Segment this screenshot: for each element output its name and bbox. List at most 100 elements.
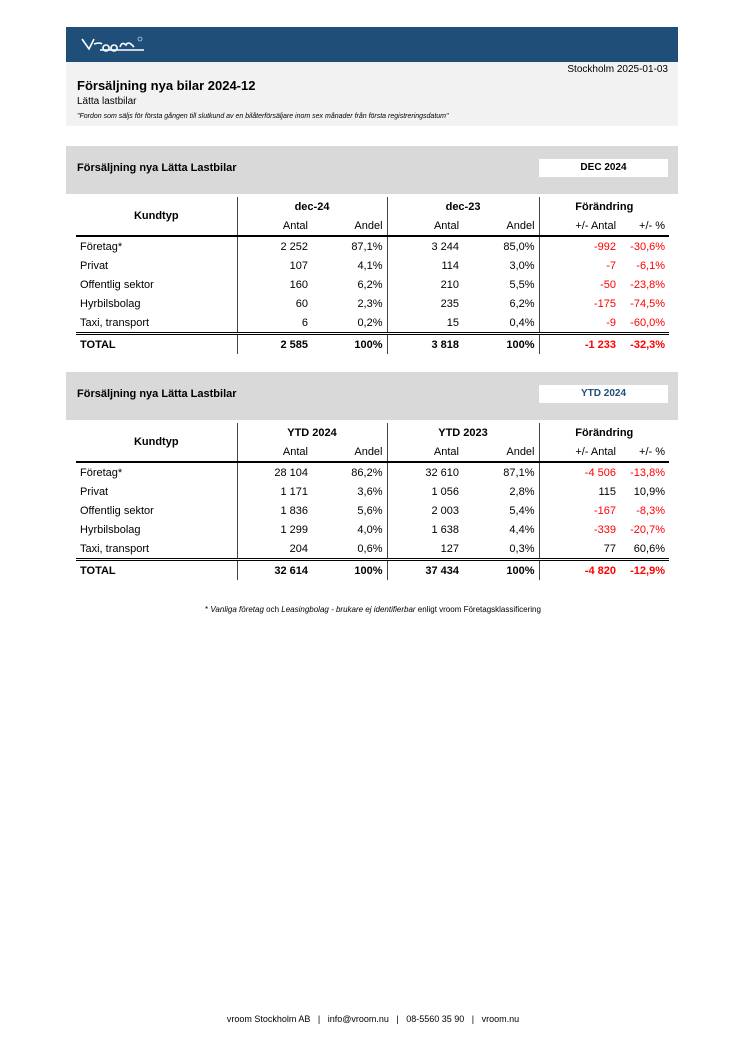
cell: 114 — [386, 256, 464, 275]
cell: 4,4% — [509, 523, 535, 536]
row-label: Hyrbilsbolag — [80, 523, 141, 536]
report-intro: Stockholm 2025-01-03 Försäljning nya bil… — [66, 62, 678, 126]
cell: 100% — [463, 558, 539, 580]
table-row: Privat 107 4,1% 114 3,0% -7 -6,1% — [76, 256, 669, 275]
cell: 127 — [386, 539, 463, 560]
table-row: Privat 1 171 3,6% 1 056 2,8% 115 10,9% — [76, 482, 669, 501]
cell: 1 638 — [386, 520, 463, 539]
cell: 100% — [312, 558, 387, 580]
cell: 4,0% — [357, 523, 383, 536]
cell: 60,6% — [633, 542, 665, 555]
cell: -32,3% — [620, 332, 670, 354]
subheader: +/- Antal — [538, 442, 620, 463]
row-label: Privat — [80, 259, 109, 272]
cell: 2,3% — [357, 297, 383, 310]
cell: 87,1% — [351, 240, 383, 253]
row-label: Offentlig sektor — [80, 504, 154, 517]
cell: -30,6% — [630, 240, 666, 253]
cell: 6,2% — [509, 297, 535, 310]
vroom-logo — [81, 36, 144, 52]
cell: 28 104 — [236, 462, 312, 482]
cell: 5,5% — [509, 278, 535, 291]
row-label: Företag* — [80, 466, 123, 479]
table-row: Taxi, transport 6 0,2% 15 0,4% -9 -60,0% — [76, 313, 669, 334]
cell: 2 252 — [236, 236, 312, 256]
cell: 1 836 — [236, 501, 312, 520]
column-header-period1: dec-24 — [236, 197, 388, 216]
cell: -60,0% — [630, 316, 666, 329]
subheader: Andel — [312, 442, 387, 463]
subheader: +/- % — [620, 442, 669, 463]
cell: 160 — [236, 275, 312, 294]
subheader: Antal — [236, 442, 312, 463]
cell: 107 — [236, 256, 312, 275]
table-row: Företag* 28 104 86,2% 32 610 87,1% -4 506 -13,… — [76, 462, 669, 482]
subheader: Antal — [386, 216, 464, 237]
cell: -7 — [538, 256, 621, 275]
cell: 204 — [236, 539, 312, 560]
cell: 60 — [236, 294, 312, 313]
cell: 0,4% — [509, 316, 535, 329]
table-row: Offentlig sektor 160 6,2% 210 5,5% -50 -23,8% — [76, 275, 669, 294]
definition-note: "Fordon som säljs för första gången till… — [77, 113, 449, 120]
report-date: Stockholm 2025-01-03 — [567, 64, 668, 75]
cell: -8,3% — [636, 504, 665, 517]
cell: 77 — [538, 539, 620, 560]
cell: 5,6% — [357, 504, 383, 517]
cell: -4 820 — [538, 558, 620, 580]
column-header-kundtyp: Kundtyp — [76, 197, 237, 237]
table-row: Taxi, transport 204 0,6% 127 0,3% 77 60,6% — [76, 539, 669, 560]
subheader: Antal — [386, 442, 463, 463]
cell: 0,6% — [357, 542, 383, 555]
cell: 5,4% — [509, 504, 535, 517]
page-title: Försäljning nya bilar 2024-12 — [77, 78, 256, 93]
page-subtitle: Lätta lastbilar — [77, 96, 137, 107]
subheader: Antal — [236, 216, 312, 237]
row-label: Hyrbilsbolag — [80, 297, 141, 310]
row-label: Företag* — [80, 240, 123, 253]
cell: 6,2% — [357, 278, 383, 291]
cell: -992 — [538, 236, 621, 256]
cell: 235 — [386, 294, 464, 313]
cell: 32 610 — [386, 462, 463, 482]
footnote-d: enligt vroom Företagsklassificering — [415, 605, 541, 614]
cell: -175 — [538, 294, 621, 313]
cell: 1 299 — [236, 520, 312, 539]
column-header-change: Förändring — [538, 423, 669, 442]
column-header-period2: dec-23 — [386, 197, 540, 216]
column-header-period2: YTD 2023 — [386, 423, 539, 442]
cell: 86,2% — [351, 466, 383, 479]
section-title: Försäljning nya Lätta Lastbilar — [77, 162, 237, 174]
subheader: Andel — [463, 216, 540, 237]
cell: 1 171 — [236, 482, 312, 501]
cell: 87,1% — [503, 466, 535, 479]
cell: 15 — [386, 313, 464, 334]
cell: 0,2% — [357, 316, 383, 329]
column-header-kundtyp: Kundtyp — [76, 423, 237, 463]
cell: 2 003 — [386, 501, 463, 520]
cell: -4 506 — [538, 462, 620, 482]
cell: 3 244 — [386, 236, 464, 256]
column-header-period1: YTD 2024 — [236, 423, 387, 442]
section-header: Försäljning nya Lätta Lastbilar YTD 2024 — [66, 372, 678, 420]
cell: 10,9% — [633, 485, 665, 498]
cell: -50 — [538, 275, 621, 294]
cell: -167 — [538, 501, 620, 520]
sales-table: Kundtyp YTD 2024 YTD 2023 Förändring Anta… — [76, 423, 669, 580]
cell: -1 233 — [538, 332, 621, 354]
cell: 3,0% — [509, 259, 535, 272]
cell: 6 — [236, 313, 312, 334]
table-row: Hyrbilsbolag 60 2,3% 235 6,2% -175 -74,5% — [76, 294, 669, 313]
total-row: TOTAL 2 585 100% 3 818 100% -1 233 -32,3% — [76, 332, 670, 354]
cell: 85,0% — [503, 240, 535, 253]
section-title: Försäljning nya Lätta Lastbilar — [77, 388, 237, 400]
cell: 210 — [386, 275, 464, 294]
cell: -23,8% — [630, 278, 666, 291]
column-header-change: Förändring — [538, 197, 670, 216]
cell: 0,3% — [509, 542, 535, 555]
row-label: Taxi, transport — [80, 542, 150, 555]
footnote-star: * — [205, 605, 211, 614]
cell: -20,7% — [630, 523, 665, 536]
period-badge: DEC 2024 — [539, 159, 668, 177]
